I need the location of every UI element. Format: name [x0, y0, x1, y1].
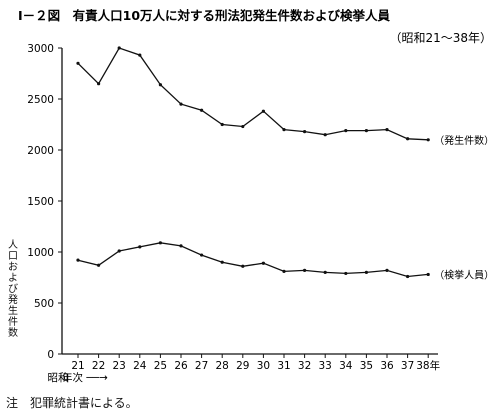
series-1-point: [97, 263, 101, 267]
series-0-point: [241, 124, 245, 129]
x-tick-label: 23: [113, 360, 126, 372]
x-tick-label: 24: [133, 360, 147, 372]
series-0-point: [117, 46, 121, 50]
series-1-point: [282, 269, 286, 273]
y-tick-label: 3000: [27, 43, 54, 55]
series-0-point: [179, 102, 183, 106]
y-tick-label: 2000: [27, 145, 54, 157]
series-1-point: [344, 271, 348, 276]
series-1-point: [364, 270, 368, 274]
x-axis-label: 年次 ──→: [62, 371, 108, 384]
series-0-point: [220, 122, 224, 127]
series-0-point: [344, 129, 348, 133]
x-tick-label: 38年: [416, 359, 440, 372]
series-line-1: [77, 242, 429, 278]
x-tick-label: 26: [174, 360, 188, 372]
x-tick-label: 27: [195, 360, 208, 372]
y-tick-label: 0: [47, 349, 54, 361]
series-0-point: [303, 130, 307, 134]
x-tick-label: 37: [401, 360, 414, 372]
x-tick-label: 36: [380, 360, 394, 372]
y-axis-label: 人口および発生件数: [8, 240, 18, 339]
x-tick-label: 30: [257, 360, 270, 372]
series-0-point: [138, 53, 142, 57]
series-0-point: [385, 128, 389, 132]
footnote: 注 犯罪統計書による。: [6, 396, 138, 410]
x-prefix-label: 昭和: [48, 372, 69, 384]
y-tick-label: 1500: [27, 196, 54, 208]
x-tick-label: 34: [339, 360, 353, 372]
series-0-point: [158, 83, 162, 87]
series-1-point: [138, 245, 142, 249]
y-tick-label: 1000: [27, 247, 54, 259]
series-1-point: [426, 272, 430, 277]
series-0-point: [406, 137, 410, 141]
x-tick-label: 25: [154, 360, 167, 372]
series-1-point: [117, 249, 121, 253]
x-tick-label: 35: [360, 360, 373, 372]
y-tick-label: 2500: [27, 94, 54, 106]
series-label-0: （発生件数）: [434, 134, 494, 147]
series-1-point: [261, 261, 265, 265]
series-label-1: （検挙人員）: [434, 268, 494, 281]
series-1-point: [385, 268, 389, 272]
series-0-point: [426, 138, 430, 142]
x-tick-label: 29: [236, 360, 249, 372]
series-1-point: [323, 270, 327, 274]
series-1-point: [200, 253, 204, 257]
series-1-point: [158, 241, 162, 245]
x-tick-label: 31: [277, 360, 290, 372]
x-tick-label: 21: [71, 360, 84, 372]
x-tick-label: 33: [319, 360, 332, 372]
series-1-point: [76, 258, 80, 262]
series-line-0: [77, 47, 429, 141]
series-0-point: [200, 108, 204, 112]
chart-title: Ⅰ－２図 有責人口10万人に対する刑法犯発生件数および検挙人員: [18, 8, 391, 23]
x-tick-label: 32: [298, 360, 311, 372]
series-1-point: [220, 260, 224, 264]
series-0-point: [364, 129, 368, 133]
series-0-point: [76, 61, 80, 65]
x-tick-label: 28: [216, 360, 229, 372]
series-1-point: [179, 244, 183, 248]
series-0-point: [97, 82, 101, 86]
series-1-point: [303, 268, 307, 272]
y-tick-label: 500: [34, 298, 54, 310]
chart-subtitle: （昭和21～38年）: [389, 31, 492, 45]
series-0-point: [323, 133, 327, 137]
x-tick-label: 22: [92, 360, 105, 372]
series-1-point: [406, 274, 410, 279]
series-0-point: [261, 109, 265, 113]
series-0-point: [282, 128, 286, 132]
series-1-point: [241, 264, 245, 268]
